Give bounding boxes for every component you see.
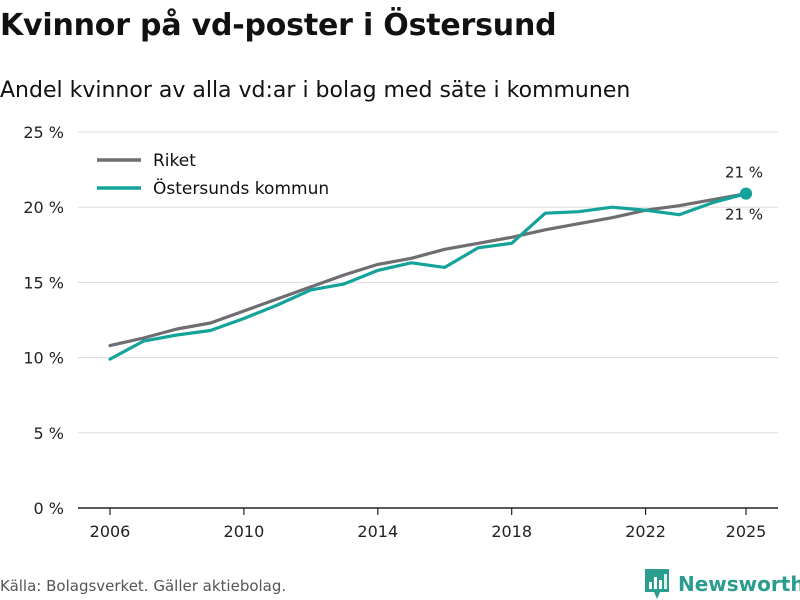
x-tick-label: 2025 [726,522,767,541]
chart-title: Kvinnor på vd-poster i Östersund [0,8,557,43]
source-note: Källa: Bolagsverket. Gäller aktiebolag. [0,577,287,595]
y-tick-label: 25 % [23,123,64,142]
x-tick-label: 2006 [90,522,131,541]
newsworthy-logo-icon [645,569,669,599]
annotations: 21 % 21 % [725,164,763,224]
x-tick-label: 2014 [357,522,398,541]
y-tick-label: 5 % [34,424,64,443]
y-tick-label: 15 % [23,273,64,292]
axes: 0 % 5 % 10 % 15 % 20 % 25 % 2006 2010 2014 2018 20… [23,123,778,541]
y-tick-label: 10 % [23,349,64,368]
chart-subtitle: Andel kvinnor av alla vd:ar i bolag med … [0,78,631,103]
x-tick-label: 2022 [625,522,666,541]
legend-label-riket: Riket [153,151,196,171]
gridlines [78,131,778,434]
x-tick-label: 2018 [491,522,532,541]
annotation-riket: 21 % [725,164,763,182]
series-line-ostersund [108,192,748,361]
annotation-ostersund: 21 % [725,206,763,224]
series-line-riket [108,192,748,348]
x-tick-label: 2010 [224,522,265,541]
legend: Riket Östersunds kommun [97,151,329,199]
brand-logo: Newsworthy [644,568,800,600]
legend-label-ostersund: Östersunds kommun [153,177,329,199]
brand-name: Newsworthy [678,572,800,596]
y-tick-label: 20 % [23,198,64,217]
series-lines [108,187,752,361]
end-point-ostersund [740,187,752,200]
y-tick-label: 0 % [34,499,64,518]
